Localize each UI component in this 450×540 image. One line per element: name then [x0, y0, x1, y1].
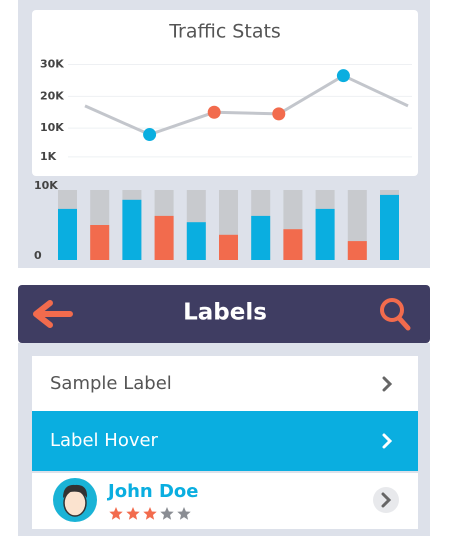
y-tick-label: 20K: [40, 89, 64, 102]
chevron: [382, 433, 393, 449]
data-point: [207, 105, 221, 119]
list-item-hover[interactable]: Label Hover: [32, 411, 418, 471]
rating-star: [126, 507, 140, 520]
y-tick-label: 10K: [40, 121, 64, 134]
back-button[interactable]: [33, 300, 73, 328]
series-line: [84, 73, 409, 137]
nav-title: Labels: [183, 300, 267, 326]
list-item-bg[interactable]: [32, 411, 418, 471]
search-icon[interactable]: [380, 298, 404, 322]
list-label[interactable]: Label Hover: [50, 430, 159, 451]
y-tick-label: 0: [34, 249, 42, 262]
bar: [380, 194, 399, 260]
data-point: [272, 107, 286, 121]
bar: [219, 234, 238, 260]
chevron: [381, 492, 392, 508]
contact-item[interactable]: John Doe: [32, 473, 418, 529]
y-tick-label: 1K: [40, 150, 57, 163]
back-arrow[interactable]: [33, 300, 73, 328]
bar: [90, 225, 110, 260]
contact-name[interactable]: John Doe: [106, 481, 198, 502]
nav-bar: [18, 285, 430, 343]
chevron: [382, 376, 393, 392]
rating-star: [177, 507, 191, 520]
bar: [315, 208, 335, 260]
bar: [347, 241, 367, 260]
search-handle[interactable]: [396, 315, 411, 331]
rating-star: [143, 507, 157, 520]
list-item-bg[interactable]: [32, 356, 418, 411]
chart-title: Traffic Stats: [168, 21, 281, 43]
avatar-hair: [63, 484, 88, 498]
chevron-circle[interactable]: [373, 487, 399, 513]
bar: [186, 222, 206, 260]
data-point: [143, 128, 157, 142]
rating-star: [160, 507, 174, 520]
stats-card: [32, 10, 418, 176]
bar: [122, 199, 142, 260]
bar: [283, 229, 303, 260]
bar: [58, 208, 77, 260]
list-item[interactable]: Sample Label: [32, 356, 418, 411]
y-tick-label: 30K: [40, 58, 64, 71]
y-tick-label: 10K: [34, 179, 58, 192]
rating-star: [109, 507, 123, 520]
data-point: [336, 69, 350, 83]
list-label[interactable]: Sample Label: [50, 373, 172, 394]
bar: [154, 215, 174, 260]
search-button[interactable]: [380, 298, 411, 331]
bar: [251, 215, 271, 260]
